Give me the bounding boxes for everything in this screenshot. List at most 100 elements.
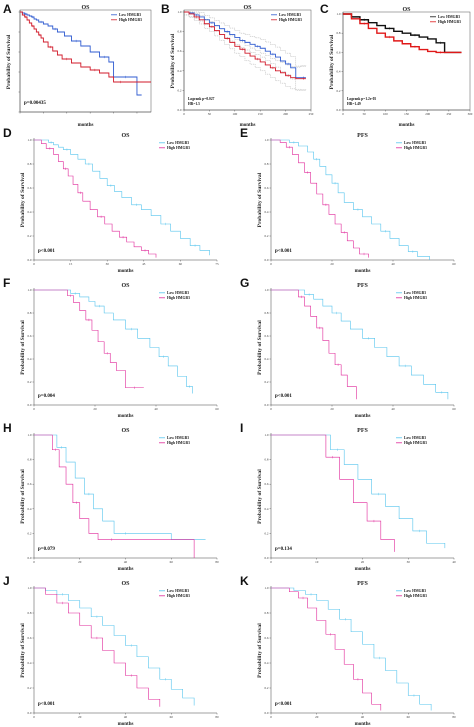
legend-label: High HMGB3 <box>438 20 461 24</box>
legend-label: Low HMGB3 <box>404 141 426 145</box>
panel-c: C OS 0.0 0.2 0.4 0.6 0.8 1.0 0 50 100 150 200 250 300 m… <box>320 2 473 128</box>
survival-curve-low-hmgb3 <box>34 289 193 394</box>
x-tick-label: 150 <box>258 112 263 116</box>
survival-curve-high-hmgb3 <box>34 587 161 707</box>
y-tick-label: 1.0 <box>265 138 269 142</box>
x-axis-label: months <box>118 414 134 419</box>
panel-letter: A <box>3 2 12 16</box>
x-axis-label: months <box>118 269 134 274</box>
x-tick-label: 80 <box>452 715 456 719</box>
y-tick-label: 0.8 <box>265 311 269 315</box>
survival-curve-low-hmgb3 <box>271 434 446 549</box>
survival-curve-low-hmgb3 <box>20 11 142 96</box>
x-tick-label: 60 <box>215 407 219 411</box>
y-tick-label: 1.0 <box>28 586 32 590</box>
legend-label: High HMGB3 <box>167 146 190 150</box>
legend-label: High HMGB3 <box>167 296 190 300</box>
survival-curve-low-hmgb3 <box>34 587 195 706</box>
p-value: p<0.001 <box>38 702 55 707</box>
panel-d: D OS 0.0 0.2 0.4 0.6 0.8 1.0 0 15 30 45 60 75 months Pr… <box>3 126 219 274</box>
y-tick-label: 0.8 <box>178 30 182 34</box>
legend-label: Low HMGB3 <box>119 13 141 17</box>
survival-curve-high-hmgb3 <box>271 139 369 258</box>
legend-label: High HMGB3 <box>167 594 190 598</box>
panel-letter: I <box>240 421 243 435</box>
survival-curve-high-hmgb3 <box>34 139 157 258</box>
legend-label: High HMGB3 <box>404 146 427 150</box>
x-tick-label: 0 <box>270 407 272 411</box>
x-tick-label: 50 <box>208 112 212 116</box>
p-value: p=0.004 <box>38 394 55 399</box>
y-tick-label: 1.0 <box>28 433 32 437</box>
panel-title: OS <box>121 133 130 139</box>
x-tick-label: 0 <box>33 262 35 266</box>
y-tick-label: 0.0 <box>337 108 341 112</box>
legend-label: Low HMGB3 <box>167 141 189 145</box>
survival-curve-high-hmgb3 <box>271 434 395 552</box>
y-tick-label: 0.2 <box>265 234 269 238</box>
y-tick-label: 0.2 <box>265 380 269 384</box>
y-tick-label: 0.0 <box>28 556 32 560</box>
survival-curve-low-hmgb3 <box>34 139 210 256</box>
p-value: p=0.079 <box>38 547 55 552</box>
y-tick-label: 0.2 <box>28 380 32 384</box>
y-tick-label: 1.0 <box>178 10 182 14</box>
panel-b: B OS 0.0 0.2 0.4 0.6 0.8 1.0 0 50 100 150 200 250 mont… <box>161 2 314 128</box>
y-tick-label: 0.4 <box>28 507 32 511</box>
x-tick-label: 0 <box>270 262 272 266</box>
y-tick-label: 0.6 <box>28 636 32 640</box>
panel-title: OS <box>121 283 130 289</box>
x-tick-label: 100 <box>383 112 388 116</box>
x-tick-label: 15 <box>69 262 73 266</box>
y-axis-label: Probability of Survival <box>20 469 26 524</box>
panel-h: H OS 0.0 0.2 0.4 0.6 0.8 1.0 0 20 40 60 80 months Prob… <box>3 421 219 572</box>
x-tick-label: 60 <box>170 715 174 719</box>
legend-label: High HMGB3 <box>404 441 427 445</box>
panel-g: G PFS 0.0 0.2 0.4 0.6 0.8 1.0 0 20 40 60 months Proba… <box>240 276 456 419</box>
legend-label: Low HMGB3 <box>167 589 189 593</box>
x-tick-label: 0 <box>270 715 272 719</box>
panel-letter: E <box>240 126 248 140</box>
survival-curve-low-hmgb3 <box>271 139 430 260</box>
y-tick-label: 0.4 <box>265 357 269 361</box>
y-tick-label: 0.4 <box>265 210 269 214</box>
y-tick-label: 0.0 <box>28 711 32 715</box>
x-tick-label: 0 <box>270 560 272 564</box>
legend-label: Low HMGB3 <box>167 436 189 440</box>
legend-label: Low HMGB3 <box>438 15 460 19</box>
ci-upper-line <box>184 11 307 67</box>
panel-letter: J <box>3 574 10 588</box>
y-axis-label: Probability of Survival <box>257 623 263 678</box>
y-tick-label: 0.8 <box>28 162 32 166</box>
x-axis-label: months <box>355 414 371 419</box>
y-tick-label: 0.0 <box>265 711 269 715</box>
x-axis-label: months <box>78 123 94 128</box>
panel-j: J OS 0.0 0.2 0.4 0.6 0.8 1.0 0 20 40 60 80 months Prob… <box>3 574 219 727</box>
p-value: p<0.001 <box>275 249 292 254</box>
y-tick-label: 0.6 <box>28 334 32 338</box>
y-tick-label: 0.2 <box>28 686 32 690</box>
y-tick-label: 0.8 <box>28 458 32 462</box>
y-tick-label: 0.8 <box>265 162 269 166</box>
y-tick-label: 0.2 <box>337 89 341 93</box>
x-tick-label: 40 <box>124 715 128 719</box>
y-axis-label: Probability of Survival <box>20 320 26 375</box>
x-tick-label: 80 <box>215 715 219 719</box>
y-tick-label: 0.4 <box>265 661 269 665</box>
y-tick-label: 0.6 <box>265 334 269 338</box>
legend-label: Low HMGB3 <box>404 436 426 440</box>
y-axis-label: Probability of Survival <box>20 623 26 678</box>
p-value: Logrank p=1.2e-05 <box>347 97 376 101</box>
y-axis-label: Probability of Survival <box>20 172 26 227</box>
y-tick-label: 0.8 <box>28 611 32 615</box>
legend-label: Low HMGB3 <box>167 291 189 295</box>
panel-title: PFS <box>357 283 368 289</box>
plot-frame <box>19 9 152 113</box>
x-tick-label: 75 <box>215 262 219 266</box>
y-axis-label: Probability of Survival <box>329 34 335 89</box>
y-tick-label: 0.0 <box>28 403 32 407</box>
y-axis-label: Probability of Survival <box>257 172 263 227</box>
y-tick-label: 0.6 <box>265 482 269 486</box>
x-tick-label: 200 <box>425 112 430 116</box>
p-value: p=0.134 <box>275 547 292 552</box>
